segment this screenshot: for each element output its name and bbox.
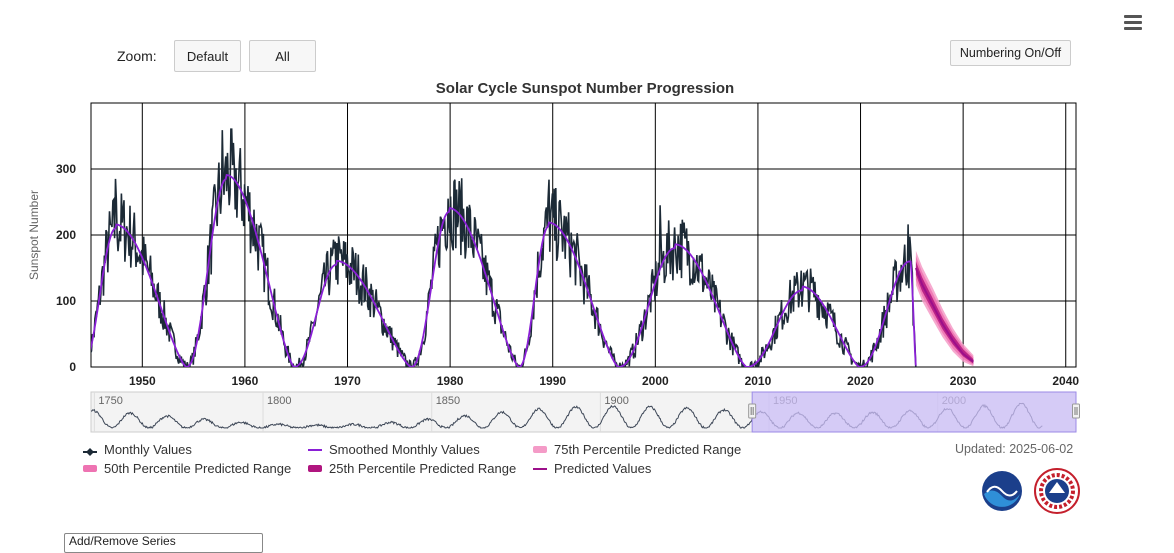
- plot-series: [91, 128, 975, 367]
- legend-swatch-p75: [533, 446, 547, 453]
- legend-label-p50: 50th Percentile Predicted Range: [104, 461, 292, 476]
- noaa-logo: [982, 471, 1022, 511]
- legend-label-p75: 75th Percentile Predicted Range: [554, 442, 742, 457]
- legend-label-monthly: Monthly Values: [104, 442, 192, 457]
- y-tick-label: 200: [56, 228, 76, 242]
- x-tick-label: 1950: [129, 374, 156, 388]
- navigator-tick-label: 1750: [98, 395, 122, 407]
- zoom-default-button[interactable]: Default: [174, 40, 241, 72]
- legend-label-predicted: Predicted Values: [554, 461, 652, 476]
- numbering-toggle-button[interactable]: Numbering On/Off: [950, 40, 1071, 66]
- navigator-tick-label: 1800: [267, 395, 291, 407]
- sunspot-chart: Solar Cycle Sunspot Number Progression S…: [27, 80, 1080, 433]
- plot-axes: 1950 1960 1970 1980 1990 2000 2010 2020 2030 2040…: [56, 162, 1079, 388]
- x-tick-label: 1980: [437, 374, 464, 388]
- nws-logo: [1034, 468, 1080, 514]
- legend-item-p50[interactable]: 50th Percentile Predicted Range: [83, 461, 291, 476]
- zoom-all-button[interactable]: All: [249, 40, 316, 72]
- smoothed-monthly-line: [91, 174, 917, 367]
- y-tick-label: 300: [56, 162, 76, 176]
- legend-item-monthly[interactable]: Monthly Values: [83, 442, 192, 457]
- legend-swatch-monthly: [83, 445, 97, 456]
- legend-label-p25: 25th Percentile Predicted Range: [329, 461, 517, 476]
- legend-item-p75[interactable]: 75th Percentile Predicted Range: [533, 442, 741, 457]
- x-tick-label: 2010: [745, 374, 772, 388]
- predicted-values-line: [914, 267, 975, 363]
- navigator-handle-left[interactable]: [748, 403, 757, 419]
- legend-swatch-p25: [308, 465, 322, 472]
- y-axis-label: Sunspot Number: [27, 190, 41, 280]
- legend-item-p25[interactable]: 25th Percentile Predicted Range: [308, 461, 516, 476]
- updated-date: Updated: 2025-06-02: [955, 442, 1074, 456]
- navigator-handle-right[interactable]: [1072, 403, 1080, 419]
- legend-label-smoothed: Smoothed Monthly Values: [329, 442, 480, 457]
- x-tick-label: 2020: [847, 374, 874, 388]
- navigator-tick-label: 1850: [436, 395, 460, 407]
- menu-icon[interactable]: [1124, 15, 1142, 31]
- zoom-label: Zoom:: [117, 48, 157, 64]
- navigator-tick-label: 1900: [604, 395, 628, 407]
- x-tick-label: 2000: [642, 374, 669, 388]
- y-tick-label: 0: [69, 360, 76, 374]
- legend-swatch-predicted: [533, 467, 547, 470]
- x-tick-label: 1960: [232, 374, 259, 388]
- navigator-selected-range: [751, 391, 1077, 433]
- legend-item-smoothed[interactable]: Smoothed Monthly Values: [308, 442, 480, 457]
- legend-swatch-smoothed: [308, 448, 322, 451]
- chart-title: Solar Cycle Sunspot Number Progression: [436, 80, 734, 97]
- x-tick-label: 2040: [1052, 374, 1079, 388]
- range-navigator[interactable]: 175018001850190019502000: [90, 391, 1080, 433]
- legend-swatch-p50: [83, 465, 97, 472]
- series-select[interactable]: Add/Remove Series: [64, 533, 263, 553]
- x-tick-label: 1990: [539, 374, 566, 388]
- legend-item-predicted[interactable]: Predicted Values: [533, 461, 651, 476]
- x-tick-label: 1970: [334, 374, 361, 388]
- plot-grid: [90, 102, 1077, 368]
- y-tick-label: 100: [56, 294, 76, 308]
- x-tick-label: 2030: [950, 374, 977, 388]
